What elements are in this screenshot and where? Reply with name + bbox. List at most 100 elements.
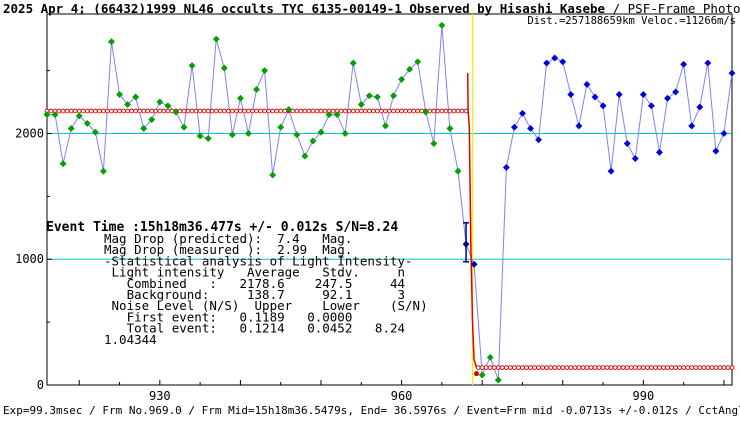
data-point-pre xyxy=(333,111,341,119)
fit-sample-point xyxy=(677,365,682,370)
data-point-pre xyxy=(212,35,220,43)
data-point-post xyxy=(502,163,510,171)
data-point-pre xyxy=(325,111,333,119)
fit-sample-point xyxy=(121,108,126,114)
data-point-pre xyxy=(188,62,196,70)
data-point-pre xyxy=(99,167,107,175)
statistics-line: Mag Drop (predicted): 7.4 Mag. xyxy=(104,231,352,246)
fit-sample-point xyxy=(443,108,449,114)
data-point-pre xyxy=(91,128,99,136)
fit-sample-point xyxy=(129,108,134,114)
fit-sample-point xyxy=(318,108,324,114)
fit-sample-point xyxy=(641,365,646,370)
fit-sample-point xyxy=(294,108,300,114)
fit-sample-point xyxy=(499,365,505,370)
data-point-pre xyxy=(107,38,116,46)
fit-sample-point xyxy=(665,365,670,370)
data-point-pre xyxy=(389,92,398,100)
fit-sample-point xyxy=(391,108,396,114)
data-point-pre xyxy=(83,119,91,127)
fit-sample-point xyxy=(568,365,574,370)
fit-sample-point xyxy=(298,108,304,114)
data-point-post xyxy=(583,80,591,88)
data-point-post xyxy=(647,102,655,110)
fit-sample-point xyxy=(528,365,533,370)
fit-sample-point xyxy=(193,108,199,114)
data-point-pre xyxy=(204,134,212,143)
fit-sample-point xyxy=(113,108,118,114)
data-point-post xyxy=(728,69,736,77)
title-suffix: / PSF-Frame Photome xyxy=(612,1,740,16)
fit-sample-point xyxy=(358,108,364,114)
fit-sample-point xyxy=(487,365,493,370)
fit-sample-point xyxy=(689,365,695,370)
y-tick-label: 2000 xyxy=(15,126,44,140)
fit-sample-point xyxy=(117,108,122,114)
fit-sample-point xyxy=(258,108,263,114)
fit-sample-point xyxy=(270,108,275,114)
fit-sample-point xyxy=(411,108,417,114)
data-point-pre xyxy=(317,128,325,136)
data-point-pre xyxy=(438,21,446,29)
fit-sample-point xyxy=(632,365,638,370)
fit-sample-point xyxy=(693,365,699,370)
fit-sample-point xyxy=(189,108,195,114)
data-point-pre xyxy=(381,122,390,130)
fit-sample-point xyxy=(705,365,711,370)
data-point-pre xyxy=(269,171,277,179)
fit-sample-point xyxy=(403,108,408,114)
statistics-line: Background: 138.7 92.1 3 xyxy=(104,287,405,302)
fit-sample-point xyxy=(88,108,94,114)
fit-sample-point xyxy=(435,108,441,114)
data-point-post xyxy=(486,353,494,361)
fit-sample-point xyxy=(604,365,610,370)
data-point-post xyxy=(704,59,712,67)
fit-sample-point xyxy=(620,365,626,370)
fit-sample-point xyxy=(520,365,525,370)
fit-sample-point xyxy=(616,365,622,370)
fit-sample-point xyxy=(588,365,594,370)
data-point-post xyxy=(510,123,518,131)
fit-sample-point xyxy=(109,108,114,114)
fit-sample-point xyxy=(669,365,674,370)
x-tick-label: 960 xyxy=(391,389,413,403)
reference-lines xyxy=(47,132,732,260)
fit-sample-point xyxy=(125,108,130,114)
fit-sample-point xyxy=(516,365,521,370)
fit-sample-point xyxy=(649,365,654,370)
event-time-label: Event Time :15h18m36.477s +/- 0.012s S/N… xyxy=(46,220,398,235)
fit-sample-point xyxy=(105,108,110,114)
statistics-line: 1.04344 xyxy=(104,332,157,347)
data-point-pre xyxy=(357,100,365,109)
data-point-pre xyxy=(252,85,261,94)
data-point-post xyxy=(478,371,486,379)
data-point-pre xyxy=(285,106,293,114)
fit-sample-point xyxy=(653,365,658,370)
plot-frame xyxy=(46,13,733,386)
data-point-pre xyxy=(220,64,228,72)
data-point-pre xyxy=(406,65,414,73)
data-point-post xyxy=(607,167,615,175)
y-tick-label: 0 xyxy=(37,378,44,392)
data-point-pre xyxy=(148,116,156,124)
data-point-post xyxy=(672,88,680,96)
fit-sample-point xyxy=(701,365,707,370)
fit-sample-point xyxy=(133,108,138,114)
fit-sample-point xyxy=(576,365,582,370)
fit-sample-point xyxy=(713,365,719,370)
fit-sample-point xyxy=(60,108,66,114)
fit-sample-point xyxy=(536,365,541,370)
data-point-pre xyxy=(446,124,454,132)
fit-sample-point xyxy=(459,108,465,114)
data-point-pre xyxy=(398,75,406,83)
data-point-pre xyxy=(414,58,422,66)
data-point-pre xyxy=(172,108,180,116)
fit-sample-point xyxy=(64,108,70,114)
fit-sample-point xyxy=(548,365,554,370)
data-point-post xyxy=(655,148,664,156)
data-point-post xyxy=(518,109,527,117)
chart-title: 2025 Apr 4; (66432)1999 NL46 occults TYC… xyxy=(3,1,740,16)
fit-sample-point xyxy=(645,365,650,370)
fit-sample-point xyxy=(399,108,404,114)
data-point-pre xyxy=(293,131,301,139)
